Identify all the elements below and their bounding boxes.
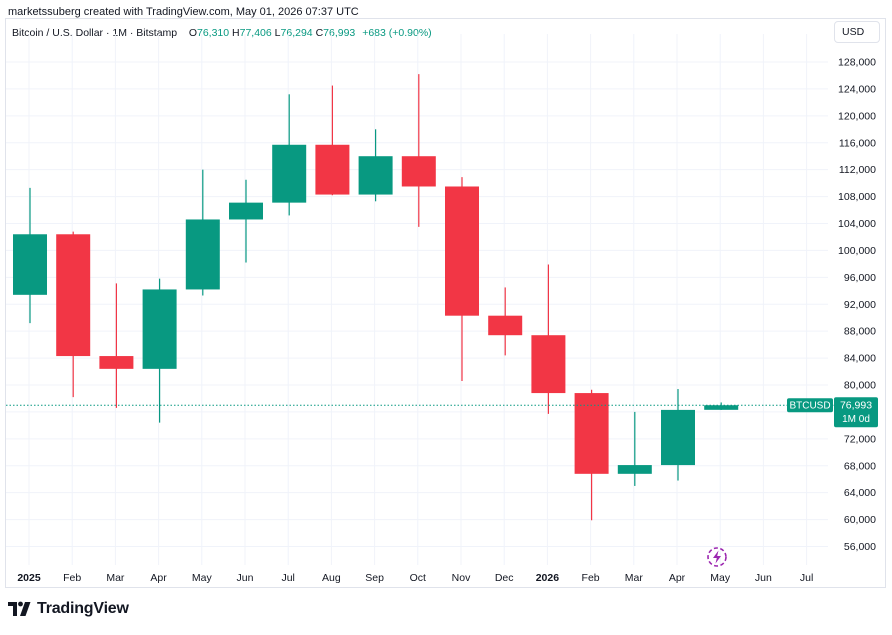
x-tick-label: Mar	[106, 572, 125, 584]
last-price-value: 76,993	[840, 400, 872, 412]
last-price-badge: BTCUSD 76,993 1M 0d	[787, 397, 878, 428]
candle-body	[358, 156, 393, 195]
candle-body	[99, 356, 134, 369]
candle-body	[617, 465, 652, 474]
candle[interactable]	[661, 389, 695, 481]
x-tick-label: Jun	[755, 572, 772, 584]
y-tick-label: 124,000	[838, 83, 876, 95]
y-tick-label: 80,000	[844, 380, 876, 392]
y-tick-label: 68,000	[844, 460, 876, 472]
close-label: C	[315, 27, 324, 39]
time-axis[interactable]: 2025 Feb Mar Apr May Jun Jul Aug Sep Oct Nov Dec 202…	[17, 572, 813, 584]
candle-body	[704, 405, 739, 410]
candle-body	[229, 202, 263, 220]
candle[interactable]	[142, 278, 177, 423]
x-tick-label: 2025	[17, 572, 41, 584]
x-tick-label: Aug	[322, 572, 341, 584]
symbol-description: Bitcoin / U.S. Dollar · 1M · Bitstamp	[12, 27, 178, 39]
open-label: O	[188, 27, 197, 39]
currency-button[interactable]: USD	[834, 21, 880, 43]
x-tick-label: Sep	[365, 572, 384, 584]
x-tick-label: Jul	[281, 572, 294, 584]
price-axis[interactable]: 56,00060,00064,00068,00072,00076,00080,0…	[838, 57, 876, 554]
symbol-price-badge	[787, 398, 833, 413]
candle-body	[445, 186, 479, 316]
y-tick-label: 104,000	[838, 218, 876, 230]
x-tick-label: Oct	[410, 572, 426, 584]
candle-body	[185, 219, 220, 290]
candle-body	[574, 393, 609, 474]
x-tick-label: May	[710, 572, 731, 584]
low-label: L	[274, 27, 281, 39]
chart-caption: marketssuberg created with TradingView.c…	[8, 6, 359, 18]
last-price-badge-box	[834, 397, 878, 428]
y-tick-label: 112,000	[839, 164, 876, 176]
candle-body	[661, 409, 695, 466]
x-tick-label: Dec	[495, 572, 514, 584]
y-tick-label: 64,000	[844, 487, 876, 499]
y-tick-label: 72,000	[844, 433, 876, 445]
y-tick-label: 60,000	[844, 514, 876, 526]
y-tick-label: 116,000	[839, 137, 876, 149]
y-tick-label: 108,000	[838, 191, 876, 203]
x-tick-label: 2026	[536, 572, 560, 584]
y-tick-label: 88,000	[844, 326, 876, 338]
symbol-legend[interactable]: Bitcoin / U.S. Dollar · 1M · Bitstamp O7…	[12, 27, 432, 39]
tradingview-logo-icon	[8, 601, 31, 616]
candle[interactable]	[272, 94, 307, 216]
y-tick-label: 100,000	[838, 245, 876, 257]
y-tick-label: 84,000	[844, 353, 876, 365]
tradingview-logo[interactable]: TradingView	[8, 600, 129, 618]
high-value: 77,406	[239, 27, 272, 39]
x-tick-label: Jun	[237, 572, 254, 584]
candle[interactable]	[704, 402, 739, 410]
high-label: H	[232, 27, 240, 39]
candle[interactable]	[574, 389, 609, 521]
candle-body	[13, 234, 47, 295]
x-tick-label: Nov	[452, 572, 471, 584]
y-tick-label: 128,000	[838, 57, 876, 69]
candle-body	[272, 144, 307, 203]
candle[interactable]	[445, 177, 479, 381]
y-tick-label: 92,000	[844, 299, 876, 311]
y-tick-label: 96,000	[844, 272, 876, 284]
grid-lines	[6, 34, 828, 565]
x-tick-label: May	[192, 572, 213, 584]
candle[interactable]	[185, 169, 220, 296]
candle[interactable]	[56, 231, 91, 398]
x-tick-label: Jul	[800, 572, 813, 584]
x-tick-label: Feb	[582, 572, 600, 584]
x-tick-label: Mar	[625, 572, 644, 584]
candle[interactable]	[401, 74, 436, 227]
candle[interactable]	[315, 85, 350, 196]
tradingview-logo-text: TradingView	[37, 600, 129, 617]
candle[interactable]	[99, 283, 134, 408]
bolt-icon[interactable]	[706, 546, 728, 568]
symbol-price-badge-label: BTCUSD	[789, 401, 830, 412]
candles	[13, 74, 739, 521]
candle-body	[142, 289, 177, 369]
candle-body	[56, 234, 91, 357]
candle-body	[315, 144, 350, 195]
open-value: 76,310	[196, 27, 230, 39]
x-tick-label: Apr	[669, 572, 686, 584]
bar-countdown: 1M 0d	[842, 414, 870, 425]
candle[interactable]	[617, 411, 652, 486]
candle[interactable]	[13, 187, 47, 324]
candle[interactable]	[488, 287, 523, 356]
candle[interactable]	[358, 129, 393, 202]
candle-body	[531, 335, 566, 394]
candle[interactable]	[531, 264, 566, 414]
candle-body	[488, 315, 523, 336]
candle-body	[401, 156, 436, 187]
y-tick-label: 120,000	[838, 110, 876, 122]
change-value: +683 (+0.90%)	[362, 27, 432, 39]
y-tick-label: 56,000	[844, 541, 876, 553]
x-tick-label: Apr	[150, 572, 167, 584]
x-tick-label: Feb	[63, 572, 81, 584]
candle[interactable]	[229, 179, 263, 263]
